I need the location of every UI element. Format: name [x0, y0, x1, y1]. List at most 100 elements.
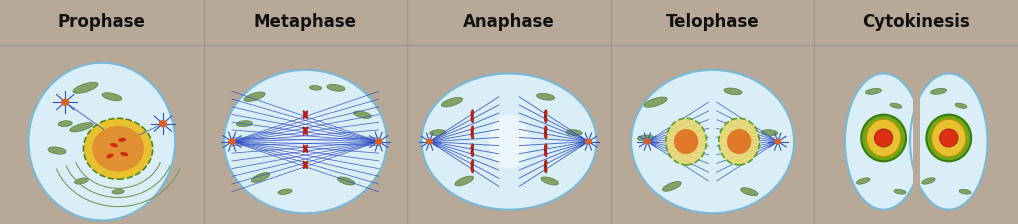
Ellipse shape	[959, 189, 971, 194]
Ellipse shape	[471, 126, 473, 133]
Ellipse shape	[228, 138, 236, 145]
Ellipse shape	[545, 116, 547, 117]
Ellipse shape	[471, 116, 473, 117]
Ellipse shape	[545, 116, 547, 123]
Ellipse shape	[910, 73, 987, 210]
Ellipse shape	[236, 121, 252, 127]
Ellipse shape	[566, 130, 582, 136]
Ellipse shape	[471, 166, 473, 173]
Ellipse shape	[251, 172, 270, 182]
Ellipse shape	[545, 126, 547, 133]
Ellipse shape	[740, 188, 758, 196]
Text: Metaphase: Metaphase	[253, 13, 357, 31]
Ellipse shape	[545, 166, 547, 173]
Ellipse shape	[471, 150, 473, 157]
Ellipse shape	[545, 110, 547, 117]
Ellipse shape	[224, 70, 387, 213]
Ellipse shape	[303, 111, 307, 119]
Ellipse shape	[74, 178, 89, 184]
Ellipse shape	[874, 129, 893, 147]
Ellipse shape	[442, 97, 462, 107]
Ellipse shape	[761, 130, 778, 136]
Ellipse shape	[471, 150, 473, 151]
Ellipse shape	[111, 142, 117, 148]
Ellipse shape	[545, 166, 547, 167]
Ellipse shape	[275, 115, 336, 168]
Ellipse shape	[471, 160, 473, 167]
Ellipse shape	[303, 111, 307, 119]
Ellipse shape	[585, 138, 592, 145]
Ellipse shape	[353, 111, 372, 118]
Ellipse shape	[120, 152, 128, 156]
Ellipse shape	[430, 130, 446, 136]
Ellipse shape	[471, 116, 473, 123]
Ellipse shape	[890, 103, 902, 108]
Ellipse shape	[536, 93, 555, 100]
Ellipse shape	[471, 144, 473, 151]
Ellipse shape	[303, 161, 307, 169]
Ellipse shape	[663, 181, 681, 191]
Ellipse shape	[471, 110, 473, 117]
Ellipse shape	[644, 138, 652, 145]
Ellipse shape	[309, 86, 322, 90]
Ellipse shape	[471, 132, 473, 139]
Text: Telophase: Telophase	[666, 13, 759, 31]
Ellipse shape	[545, 132, 547, 133]
Ellipse shape	[70, 123, 93, 132]
Ellipse shape	[303, 127, 307, 135]
Ellipse shape	[545, 150, 547, 157]
Ellipse shape	[666, 118, 706, 165]
Ellipse shape	[83, 118, 153, 179]
Ellipse shape	[303, 145, 307, 153]
Ellipse shape	[421, 73, 597, 210]
Ellipse shape	[471, 132, 473, 133]
Ellipse shape	[426, 138, 433, 145]
Ellipse shape	[545, 160, 547, 167]
Ellipse shape	[337, 177, 355, 185]
Ellipse shape	[856, 178, 870, 184]
Ellipse shape	[29, 63, 175, 220]
Text: Prophase: Prophase	[58, 13, 146, 31]
Ellipse shape	[865, 88, 882, 94]
Ellipse shape	[102, 93, 122, 101]
Ellipse shape	[545, 132, 547, 139]
Ellipse shape	[921, 178, 936, 184]
Ellipse shape	[375, 138, 383, 145]
Ellipse shape	[724, 88, 742, 95]
Ellipse shape	[119, 137, 125, 142]
Ellipse shape	[545, 144, 547, 151]
Ellipse shape	[930, 88, 947, 94]
Ellipse shape	[644, 97, 667, 107]
Ellipse shape	[278, 189, 292, 194]
Ellipse shape	[894, 189, 906, 194]
Ellipse shape	[48, 147, 66, 154]
Ellipse shape	[303, 145, 307, 153]
Ellipse shape	[955, 103, 967, 108]
Ellipse shape	[926, 115, 971, 161]
Ellipse shape	[126, 166, 138, 171]
Ellipse shape	[489, 115, 529, 168]
Ellipse shape	[775, 138, 782, 145]
Ellipse shape	[455, 176, 473, 186]
Ellipse shape	[106, 153, 114, 158]
Ellipse shape	[545, 150, 547, 151]
Ellipse shape	[58, 121, 72, 127]
Ellipse shape	[727, 129, 751, 154]
Ellipse shape	[631, 70, 794, 213]
Ellipse shape	[471, 166, 473, 167]
Text: Anaphase: Anaphase	[463, 13, 555, 31]
Ellipse shape	[541, 177, 559, 185]
Ellipse shape	[73, 82, 98, 93]
Ellipse shape	[845, 73, 922, 210]
Ellipse shape	[112, 190, 124, 194]
Ellipse shape	[637, 135, 654, 141]
Ellipse shape	[940, 129, 958, 147]
Ellipse shape	[866, 119, 901, 157]
Ellipse shape	[674, 129, 698, 154]
Ellipse shape	[244, 92, 265, 101]
Ellipse shape	[327, 84, 345, 91]
Ellipse shape	[719, 118, 759, 165]
Ellipse shape	[931, 119, 966, 157]
Ellipse shape	[303, 161, 307, 169]
Ellipse shape	[92, 126, 145, 172]
